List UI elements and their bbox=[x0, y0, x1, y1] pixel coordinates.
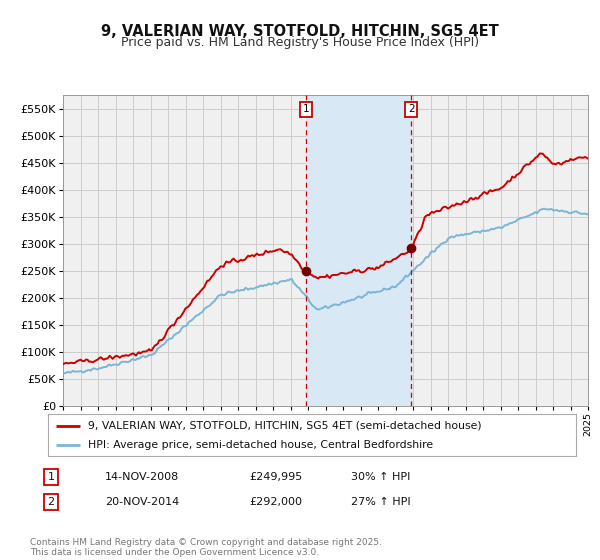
Text: £292,000: £292,000 bbox=[249, 497, 302, 507]
Text: Contains HM Land Registry data © Crown copyright and database right 2025.
This d: Contains HM Land Registry data © Crown c… bbox=[30, 538, 382, 557]
Text: Price paid vs. HM Land Registry's House Price Index (HPI): Price paid vs. HM Land Registry's House … bbox=[121, 36, 479, 49]
Text: 1: 1 bbox=[47, 472, 55, 482]
Text: 27% ↑ HPI: 27% ↑ HPI bbox=[351, 497, 410, 507]
Text: 9, VALERIAN WAY, STOTFOLD, HITCHIN, SG5 4ET (semi-detached house): 9, VALERIAN WAY, STOTFOLD, HITCHIN, SG5 … bbox=[88, 421, 481, 431]
Text: 2: 2 bbox=[47, 497, 55, 507]
Text: 20-NOV-2014: 20-NOV-2014 bbox=[105, 497, 179, 507]
Text: £249,995: £249,995 bbox=[249, 472, 302, 482]
Text: 14-NOV-2008: 14-NOV-2008 bbox=[105, 472, 179, 482]
Text: 9, VALERIAN WAY, STOTFOLD, HITCHIN, SG5 4ET: 9, VALERIAN WAY, STOTFOLD, HITCHIN, SG5 … bbox=[101, 24, 499, 39]
Text: 30% ↑ HPI: 30% ↑ HPI bbox=[351, 472, 410, 482]
Bar bbox=[306, 95, 411, 406]
Text: 1: 1 bbox=[302, 104, 309, 114]
Text: HPI: Average price, semi-detached house, Central Bedfordshire: HPI: Average price, semi-detached house,… bbox=[88, 440, 433, 450]
Text: 2: 2 bbox=[408, 104, 415, 114]
